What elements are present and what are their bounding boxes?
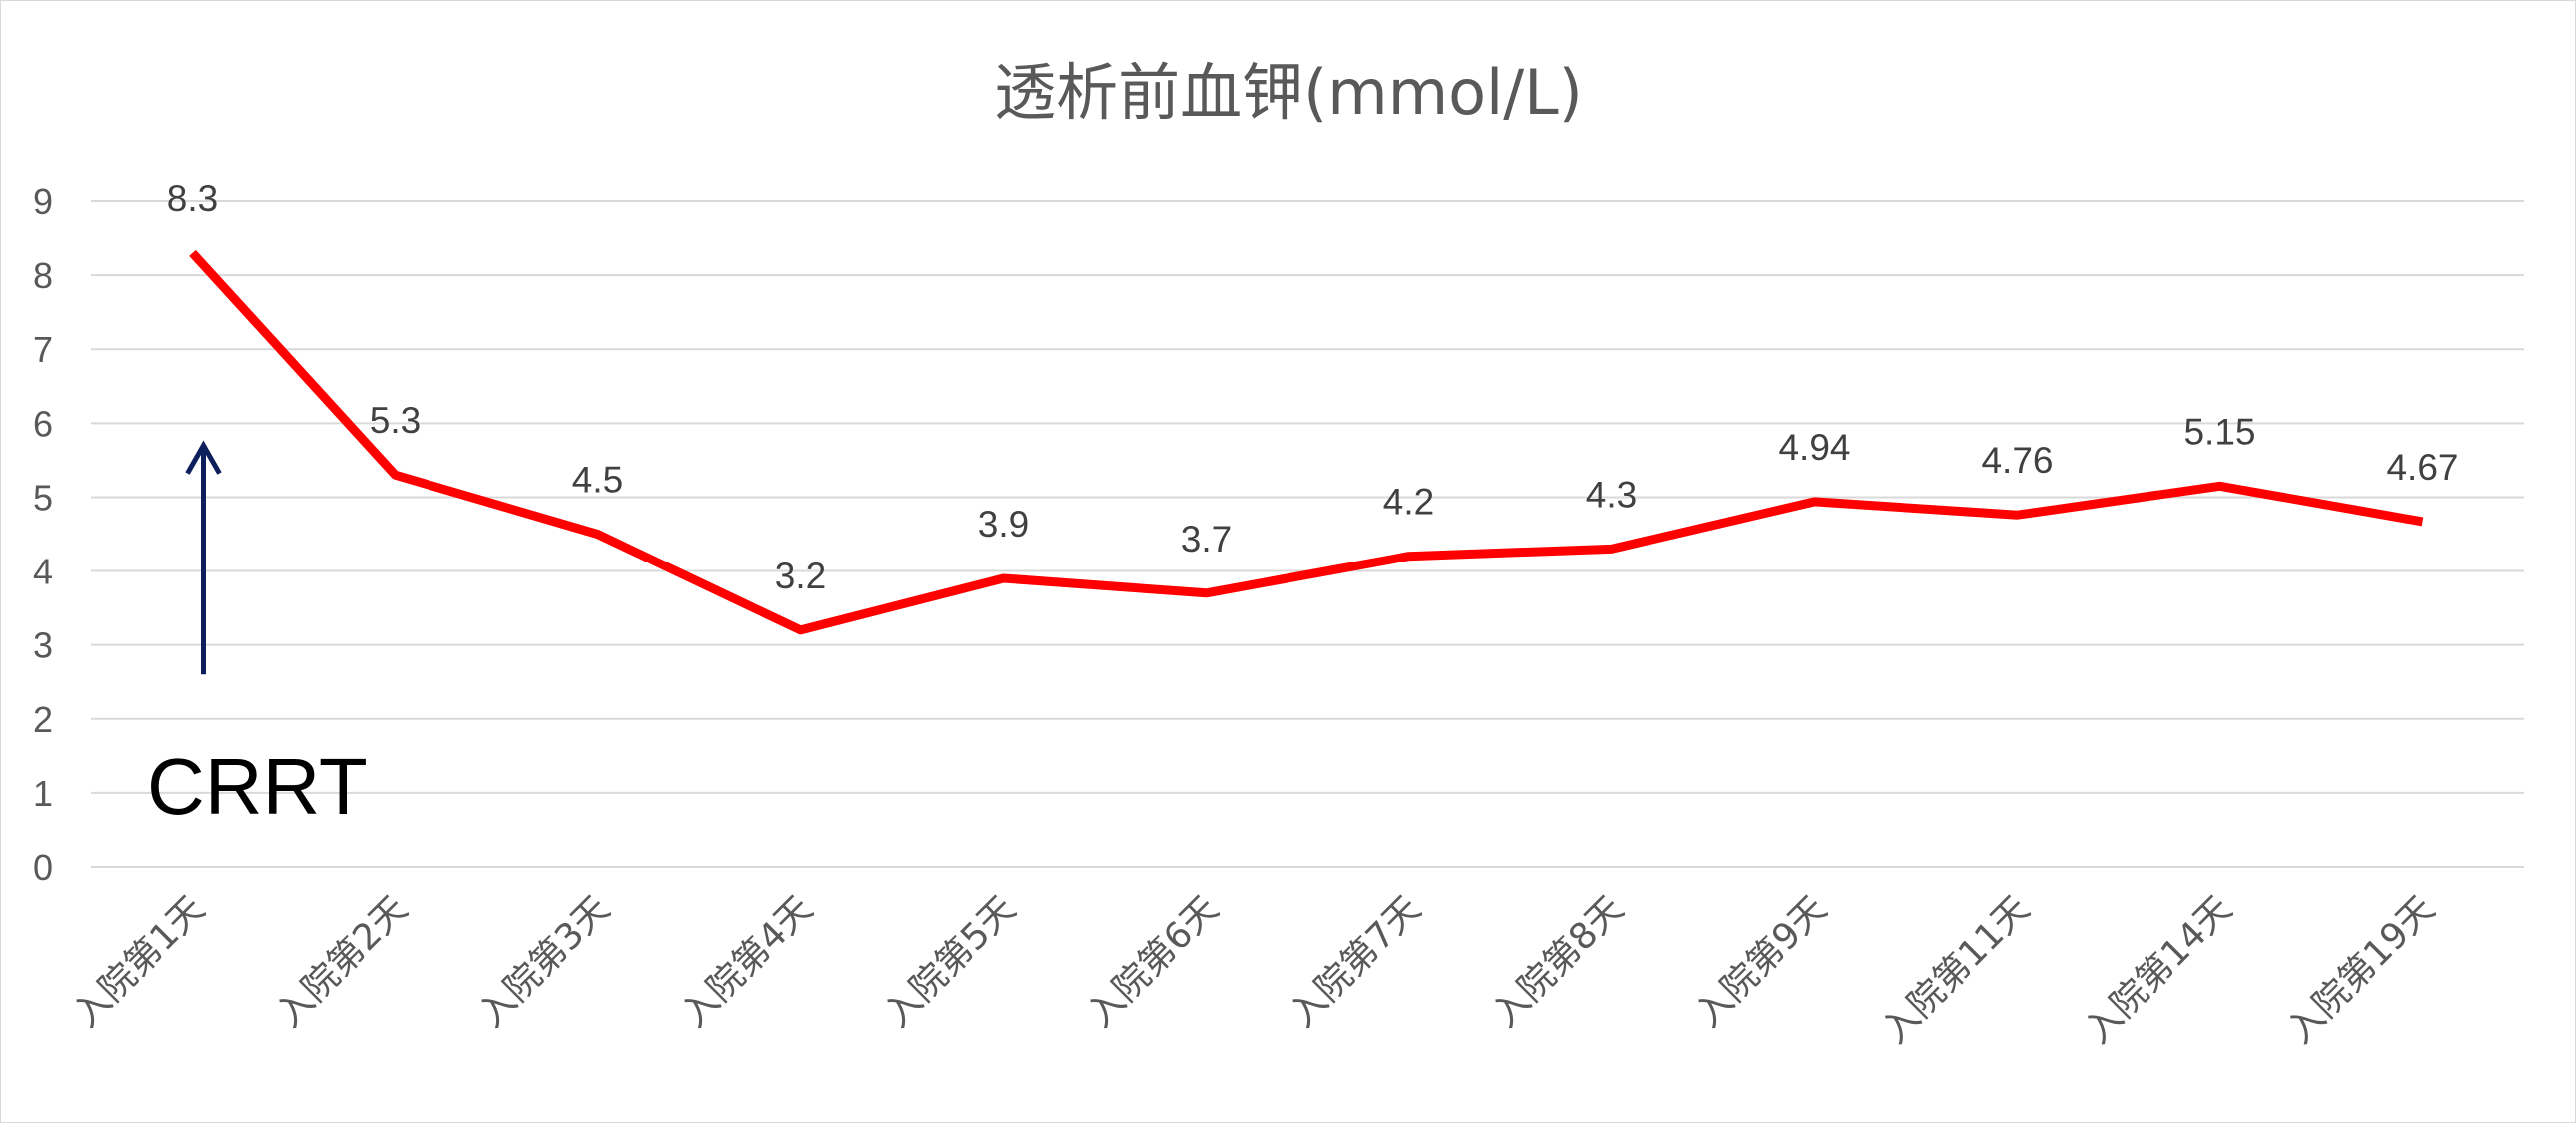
data-labels: 8.3 5.3 4.5 3.2 3.9 3.7 4.2 4.3 4.94 4.76 5.15 4.67 [167,178,2459,596]
y-tick-label: 3 [33,625,53,666]
y-tick-label: 6 [33,403,53,444]
gridlines [91,200,2524,868]
chart-title: 透析前血钾(mmol/L) [994,56,1583,129]
y-tick-label: 1 [33,773,53,814]
y-tick-label: 9 [33,181,53,222]
series-group [189,249,2424,635]
data-label: 3.7 [1181,519,1232,560]
y-tick-label: 8 [33,255,53,296]
data-label: 4.3 [1586,474,1637,515]
x-tick-label: 入院第7天 [1283,888,1429,1035]
data-label: 4.2 [1383,482,1434,523]
x-tick-label: 入院第14天 [2078,888,2240,1051]
y-axis-ticks: 0 1 2 3 4 5 6 7 8 9 [33,181,53,888]
x-tick-label: 入院第3天 [471,888,618,1035]
data-label: 5.3 [370,400,421,441]
x-tick-label: 入院第4天 [674,888,821,1035]
data-label: 5.15 [2183,411,2255,452]
data-label: 8.3 [167,178,218,219]
y-tick-label: 7 [33,329,53,370]
annotation-crrt-label: CRRT [147,742,368,831]
y-tick-label: 2 [33,699,53,740]
data-label: 4.5 [572,460,623,501]
data-label: 4.94 [1778,427,1850,468]
annotation-arrow-head [185,440,222,475]
x-tick-label: 入院第5天 [877,888,1024,1035]
x-tick-label: 入院第9天 [1688,888,1835,1035]
data-label: 3.9 [978,504,1029,545]
x-tick-label: 入院第1天 [66,888,213,1035]
y-tick-label: 0 [33,847,53,888]
x-tick-label: 入院第2天 [269,888,416,1035]
x-tick-label: 入院第8天 [1485,888,1632,1035]
x-tick-label: 入院第19天 [2280,888,2443,1051]
x-tick-label: 入院第6天 [1080,888,1227,1035]
x-tick-label: 入院第11天 [1875,888,2038,1051]
data-label: 3.2 [775,556,826,596]
data-label: 4.67 [2386,447,2458,488]
annotations: CRRT [147,440,368,831]
y-tick-label: 5 [33,477,53,518]
series-line [189,249,2424,635]
data-label: 4.76 [1981,440,2053,481]
y-tick-label: 4 [33,552,53,592]
x-axis-ticks: 入院第1天 入院第2天 入院第3天 入院第4天 入院第5天 入院第6天 入院第7天 入院第8天… [66,888,2443,1051]
